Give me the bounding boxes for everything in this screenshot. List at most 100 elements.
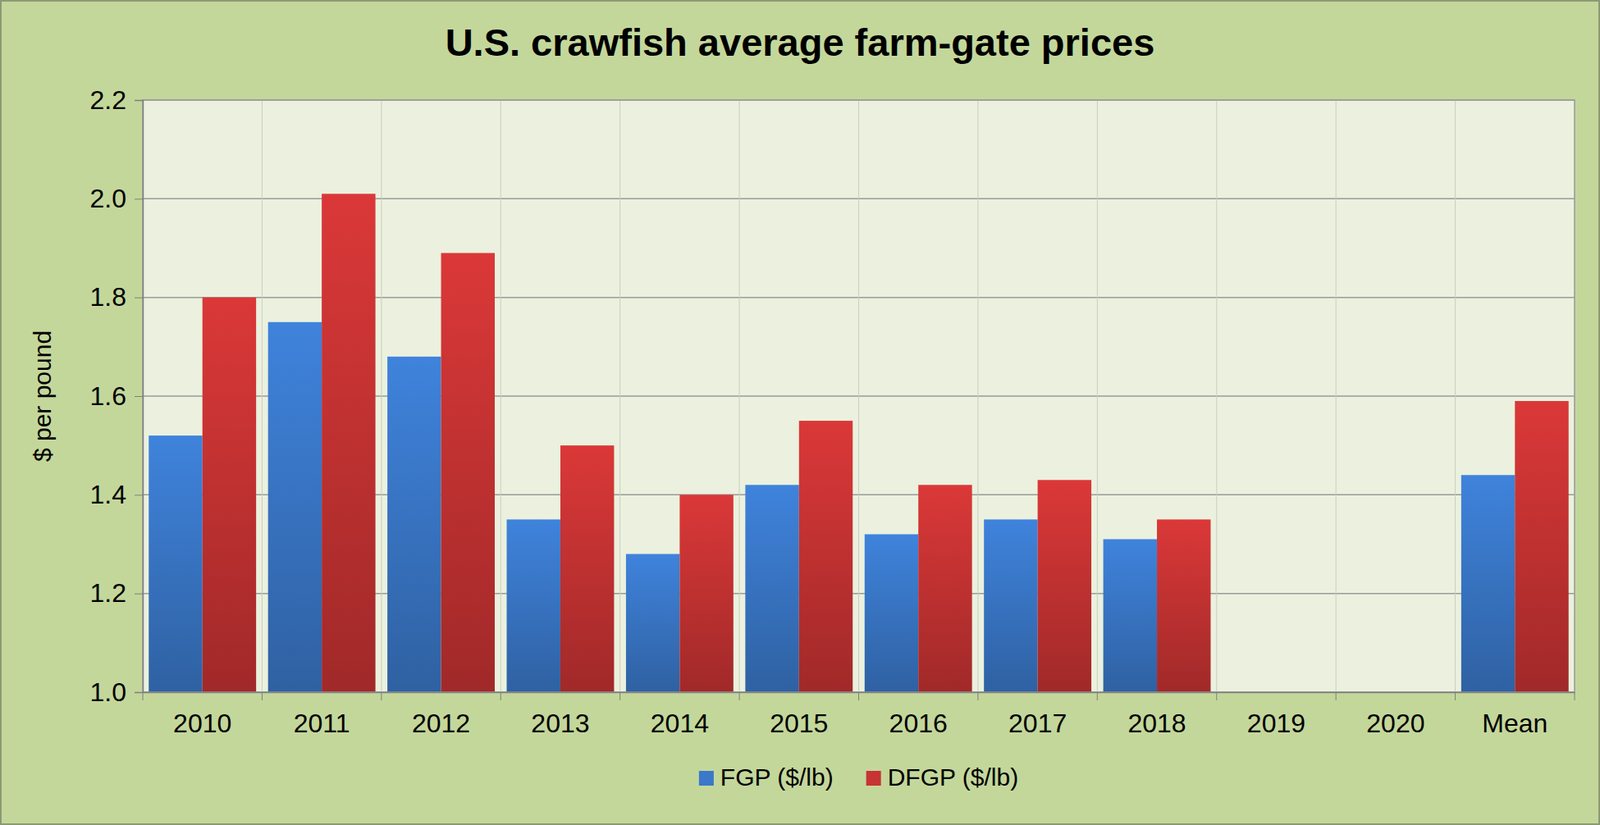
tick-mark: [261, 692, 263, 701]
tick-label: 2018: [1127, 708, 1186, 739]
tick-label: 2.2: [90, 85, 127, 115]
tick-label: 2013: [530, 708, 590, 739]
y-axis-line: [134, 100, 144, 694]
tick-label: 1.0: [90, 677, 127, 708]
separator: [977, 100, 979, 693]
separator: [261, 100, 263, 693]
tick-mark: [1574, 692, 1576, 701]
tick-label: 2015: [769, 708, 828, 739]
tick: 2.0: [90, 183, 143, 214]
tick: 2014: [650, 692, 709, 739]
separator: [858, 100, 860, 693]
axis-title: $ per pound: [28, 330, 56, 462]
legend: FGP ($/lb) DFGP ($/lb): [699, 763, 1019, 791]
bar: [202, 297, 256, 693]
tick-label: 1.8: [90, 282, 127, 312]
bar: [507, 519, 561, 693]
tick-mark: [134, 494, 143, 496]
tick-label: 1.4: [90, 480, 127, 510]
bar: [1514, 401, 1568, 693]
legend-swatch: [699, 771, 714, 787]
series: [202, 193, 1569, 693]
tick: 2012: [411, 692, 471, 739]
tick-label: 2019: [1247, 708, 1306, 739]
separator: [739, 100, 741, 693]
tick-mark: [619, 692, 621, 701]
background: [0, 0, 1600, 825]
bar: [1037, 480, 1092, 693]
plot-frame: [142, 100, 1575, 693]
separator: [619, 100, 621, 693]
bar: [679, 494, 733, 693]
tick-mark: [134, 396, 143, 398]
tick-mark: [1454, 692, 1456, 701]
legend-item: FGP ($/lb): [699, 763, 834, 791]
tick: 1.4: [90, 480, 143, 510]
bar: [918, 484, 972, 693]
bar: [1103, 539, 1157, 693]
tick-mark: [1335, 692, 1337, 701]
tick: 1.8: [90, 282, 143, 312]
separator: [1335, 100, 1337, 693]
tick-mark: [1097, 692, 1098, 701]
plot-area: [142, 100, 1575, 693]
tick-label: 2020: [1366, 708, 1425, 739]
bar: [441, 253, 495, 693]
tick: 2019: [1247, 692, 1306, 739]
separator: [380, 100, 382, 693]
tick-mark: [500, 692, 502, 701]
tick: 1.6: [90, 381, 143, 412]
tick: 2018: [1127, 692, 1186, 739]
tick: 1.0: [90, 677, 143, 708]
tick: 2.2: [90, 85, 143, 115]
bar: [268, 322, 322, 693]
legend-label: FGP ($/lb): [720, 763, 834, 791]
tick-mark: [1216, 692, 1217, 701]
tick-label: 2012: [411, 708, 471, 739]
tick: 2017: [1008, 692, 1067, 739]
separator: [1454, 100, 1456, 693]
bar: [626, 554, 680, 693]
bar: [148, 435, 202, 693]
chart: 1.01.21.41.61.82.02.22010201120122013201…: [0, 0, 1600, 825]
tick-mark: [858, 692, 860, 701]
x-axis: 2010 2011 2012 2013 2014 2015 2016 2017 2018 2019…: [142, 692, 1576, 739]
tick-label: 2011: [293, 708, 351, 739]
tick-label: 1.2: [90, 578, 127, 608]
legend-label: DFGP ($/lb): [887, 763, 1019, 791]
tick-label: 1.6: [90, 381, 127, 412]
bar: [799, 420, 853, 693]
tick-mark: [134, 297, 143, 299]
tick: 1.2: [90, 578, 143, 608]
category-separators: [142, 100, 1575, 693]
tick: 2010: [173, 692, 232, 739]
tick-label: 2016: [889, 708, 948, 739]
tick-mark: [380, 692, 382, 701]
bar: [864, 534, 919, 693]
y-axis: 1.0 1.2 1.4 1.6 1.8 2.0 2.2: [90, 85, 144, 708]
tick-mark: [134, 198, 143, 200]
bar: [387, 356, 441, 693]
tick-mark: [134, 100, 143, 101]
tick-mark: [142, 692, 144, 701]
tick-label: 2014: [650, 708, 709, 739]
grid: [142, 100, 1575, 693]
bar: [321, 193, 375, 693]
tick: Mean: [1481, 692, 1548, 739]
tick-mark: [739, 692, 741, 701]
plot: 1.01.21.41.61.82.02.22010201120122013201…: [90, 85, 1576, 739]
tick: 2015: [769, 692, 828, 739]
bar: [745, 484, 799, 693]
category-ticks: [142, 692, 1575, 701]
bar: [560, 445, 614, 693]
tick: 2020: [1366, 692, 1425, 739]
tick: 2013: [530, 692, 590, 739]
separator: [1097, 100, 1098, 693]
tick: 2011: [293, 692, 351, 739]
separator: [500, 100, 502, 693]
tick-label: 2017: [1008, 708, 1067, 739]
separator: [1216, 100, 1217, 693]
bar: [1156, 519, 1211, 693]
bar: [983, 519, 1038, 693]
title: U.S. crawfish average farm-gate prices: [445, 20, 1156, 64]
